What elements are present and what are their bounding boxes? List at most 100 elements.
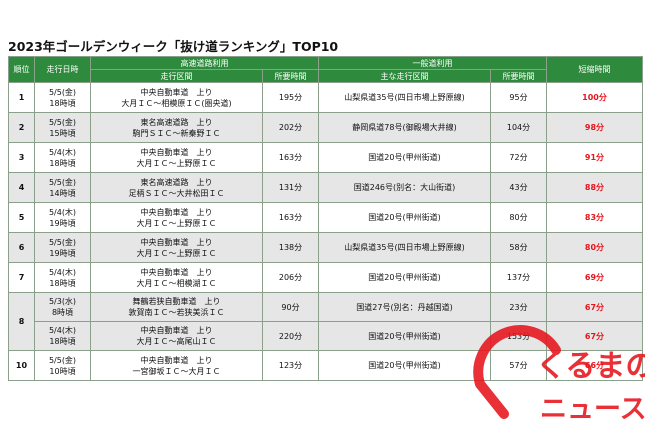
header-datetime: 走行日時	[34, 56, 91, 83]
highway-name: 中央自動車道 上り	[140, 207, 213, 217]
highway-name: 中央自動車道 上り	[140, 267, 213, 277]
date-text: 5/5(金)	[48, 87, 77, 97]
header-shortened: 短縮時間	[546, 56, 643, 83]
highway-ic: 敦賀南ＩＣ～若狭美浜ＩＣ	[128, 308, 225, 317]
header-gen-section: 主な走行区間	[318, 69, 491, 83]
highway-time-cell: 163分	[262, 202, 319, 233]
table-row: 1 5/5(金) 18時頃 中央自動車道 上り 大月ＩＣ～相模原ＩＣ(圏央道) 19…	[8, 82, 643, 113]
general-time-cell: 104分	[490, 112, 547, 143]
shortened-time-cell: 67分	[546, 292, 643, 322]
date-cell: 5/4(木) 18時頃	[34, 262, 91, 293]
page-title: 2023年ゴールデンウィーク「抜け道ランキング」TOP10	[8, 39, 339, 54]
time-text: 14時頃	[49, 188, 76, 198]
shortened-time-cell: 83分	[546, 202, 643, 233]
date-text: 5/4(木)	[48, 147, 77, 157]
date-text: 5/4(木)	[48, 326, 77, 335]
shortened-time-cell: 100分	[546, 82, 643, 113]
date-cell: 5/5(金) 10時頃	[34, 350, 91, 381]
highway-time-cell: 131分	[262, 172, 319, 203]
date-text: 5/5(金)	[48, 117, 77, 127]
highway-ic: 大月ＩＣ～高尾山ＩＣ	[136, 337, 217, 346]
general-section-cell: 山梨県道35号(四日市場上野原線)	[318, 82, 491, 113]
rank-cell: 5	[8, 202, 35, 233]
highway-time-cell: 195分	[262, 82, 319, 113]
rank-cell: 3	[8, 142, 35, 173]
shortened-time-cell: 69分	[546, 262, 643, 293]
highway-name: 東名高速道路 上り	[140, 117, 213, 127]
highway-name: 中央自動車道 上り	[140, 355, 213, 365]
highway-ic: 大月ＩＣ～相模原ＩＣ(圏央道)	[121, 98, 232, 108]
general-section-cell: 国道20号(甲州街道)	[318, 350, 491, 381]
time-text: 19時頃	[49, 248, 76, 258]
highway-section-cell: 東名高速道路 上り 足柄ＳＩＣ～大井松田ＩＣ	[90, 172, 263, 203]
date-cell: 5/5(金) 19時頃	[34, 232, 91, 263]
rank-cell: 8	[8, 292, 35, 351]
time-text: 8時頃	[51, 308, 74, 317]
header-rank: 順位	[8, 56, 35, 83]
shortened-time-cell: 66分	[546, 350, 643, 381]
rank-cell: 10	[8, 350, 35, 381]
logo-chevron-icon	[475, 379, 509, 419]
time-text: 18時頃	[49, 337, 76, 346]
highway-time-cell: 202分	[262, 112, 319, 143]
highway-section-cell: 中央自動車道 上り 大月ＩＣ～相模湖ＩＣ	[90, 262, 263, 293]
highway-ic: 駒門ＳＩＣ～新秦野ＩＣ	[132, 128, 221, 138]
date-text: 5/3(水)	[48, 297, 77, 306]
time-text: 18時頃	[49, 278, 76, 288]
shortened-time-cell: 88分	[546, 172, 643, 203]
highway-time-cell: 123分	[262, 350, 319, 381]
highway-name: 東名高速道路 上り	[140, 177, 213, 187]
date-cell: 5/5(金) 15時頃	[34, 112, 91, 143]
time-text: 18時頃	[49, 98, 76, 108]
general-time-cell: 43分	[490, 172, 547, 203]
rank-cell: 2	[8, 112, 35, 143]
highway-section-cell: 中央自動車道 上り 大月ＩＣ～上野原ＩＣ	[90, 232, 263, 263]
header-general: 一般道利用	[318, 56, 547, 70]
general-section-cell: 国道246号(別名：大山街道)	[318, 172, 491, 203]
table-row: 2 5/5(金) 15時頃 東名高速道路 上り 駒門ＳＩＣ～新秦野ＩＣ 202分 静…	[8, 112, 643, 143]
highway-section-cell: 中央自動車道 上り 一宮御坂ＩＣ～大月ＩＣ	[90, 350, 263, 381]
highway-ic: 大月ＩＣ～上野原ＩＣ	[136, 248, 217, 258]
general-time-cell: 57分	[490, 350, 547, 381]
header-highway: 高速道路利用	[90, 56, 319, 70]
rank-cell: 6	[8, 232, 35, 263]
general-section-cell: 静岡県道78号(御殿場大井線)	[318, 112, 491, 143]
highway-name: 中央自動車道 上り	[140, 87, 213, 97]
general-section-cell: 国道20号(甲州街道)	[318, 142, 491, 173]
table-row: 8 5/3(水) 8時頃 舞鶴若狭自動車道 上り 敦賀南ＩＣ～若狭美浜ＩＣ 90分 …	[8, 292, 643, 351]
general-time-cell: 80分	[490, 202, 547, 233]
time-text: 18時頃	[49, 158, 76, 168]
highway-section-cell: 中央自動車道 上り 大月ＩＣ～相模原ＩＣ(圏央道)	[90, 82, 263, 113]
header-hw-time: 所要時間	[262, 69, 319, 83]
highway-time-cell: 90分	[262, 292, 319, 322]
time-text: 19時頃	[49, 218, 76, 228]
rank-cell: 4	[8, 172, 35, 203]
highway-time-cell: 163分	[262, 142, 319, 173]
highway-ic: 一宮御坂ＩＣ～大月ＩＣ	[132, 366, 221, 376]
date-text: 5/4(木)	[48, 267, 77, 277]
highway-ic: 大月ＩＣ～相模湖ＩＣ	[136, 278, 217, 288]
general-time-cell: 72分	[490, 142, 547, 173]
highway-name: 舞鶴若狭自動車道 上り	[132, 297, 221, 306]
general-time-cell: 153分	[490, 321, 547, 351]
general-section-cell: 国道20号(甲州街道)	[318, 202, 491, 233]
date-cell: 5/5(金) 18時頃	[34, 82, 91, 113]
date-cell: 5/3(水) 8時頃	[34, 292, 91, 322]
highway-ic: 大月ＩＣ～上野原ＩＣ	[136, 218, 217, 228]
table-row: 3 5/4(木) 18時頃 中央自動車道 上り 大月ＩＣ～上野原ＩＣ 163分 国道…	[8, 142, 643, 173]
general-time-cell: 58分	[490, 232, 547, 263]
table-row: 5 5/4(木) 19時頃 中央自動車道 上り 大月ＩＣ～上野原ＩＣ 163分 国道…	[8, 202, 643, 233]
highway-section-cell: 舞鶴若狭自動車道 上り 敦賀南ＩＣ～若狭美浜ＩＣ	[90, 292, 263, 322]
rank-cell: 7	[8, 262, 35, 293]
header-hw-section: 走行区間	[90, 69, 263, 83]
rank-cell: 1	[8, 82, 35, 113]
time-text: 15時頃	[49, 128, 76, 138]
highway-section-cell: 中央自動車道 上り 大月ＩＣ～上野原ＩＣ	[90, 202, 263, 233]
logo-text-bottom: ニュース	[540, 394, 645, 425]
general-time-cell: 95分	[490, 82, 547, 113]
highway-section-cell: 中央自動車道 上り 大月ＩＣ～上野原ＩＣ	[90, 142, 263, 173]
date-cell: 5/4(木) 18時頃	[34, 142, 91, 173]
table-row: 6 5/5(金) 19時頃 中央自動車道 上り 大月ＩＣ～上野原ＩＣ 138分 山梨…	[8, 232, 643, 263]
date-cell: 5/4(木) 18時頃	[34, 321, 91, 351]
date-text: 5/5(金)	[48, 177, 77, 187]
